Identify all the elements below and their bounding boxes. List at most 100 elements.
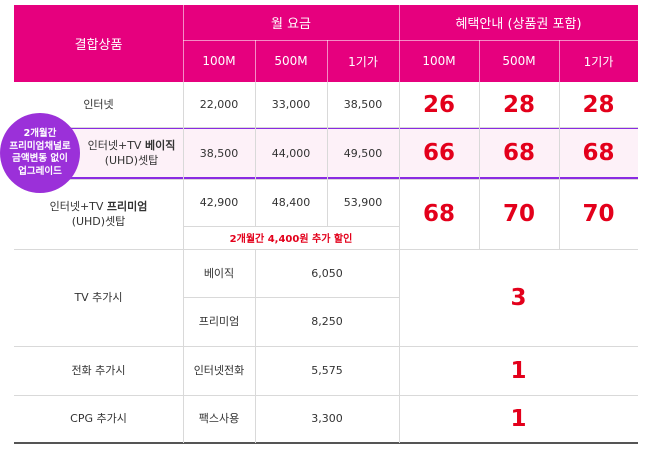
benefit-value: 68 [502, 140, 535, 166]
cpg-addon-fee: 3,300 [255, 395, 399, 442]
row-basic-benefit-1g: 68 [559, 127, 638, 179]
header-fee-speed-100m: 100M [183, 40, 255, 82]
row-name-line2: (UHD)셋탑 [71, 215, 126, 228]
benefit-value: 66 [422, 140, 455, 166]
row-premium-fee-500m: 48,400 [255, 179, 327, 226]
benefit-value: 3 [510, 284, 527, 311]
header-product-column: 결합상품 [14, 5, 183, 82]
addon-name: TV 추가시 [74, 291, 123, 304]
row-premium-discount-note: 2개월간 4,400원 추가 할인 [183, 226, 399, 249]
row-name: 인터넷 [83, 98, 114, 111]
benefit-value: 28 [582, 91, 615, 118]
tv-addon-benefit: 3 [399, 249, 638, 346]
row-basic-fee-100m: 38,500 [183, 127, 255, 179]
badge-line: 금액변동 없이 [12, 153, 68, 164]
header-benefit-speed-500m: 500M [479, 40, 559, 82]
row-internet-fee-100m: 22,000 [183, 82, 255, 127]
phone-addon-label: 인터넷전화 [183, 346, 255, 395]
row-basic-fee-500m: 44,000 [255, 127, 327, 179]
tv-addon-fee-premium: 8,250 [255, 297, 399, 346]
cpg-addon-label: 팩스사용 [183, 395, 255, 442]
fee-value: 6,050 [311, 266, 343, 280]
benefit-value: 28 [502, 91, 535, 118]
speed-label: 1기가 [348, 54, 378, 69]
benefit-value: 1 [510, 405, 527, 432]
option-label: 베이직 [203, 266, 235, 280]
benefit-value: 70 [582, 201, 615, 227]
row-name-line2: (UHD)셋탑 [104, 154, 159, 167]
addon-name: 전화 추가시 [71, 364, 126, 377]
upgrade-badge: 2개월간 프리미엄채널로 금액변동 없이 업그레이드 [0, 113, 80, 193]
row-name-prefix: 인터넷+TV [87, 139, 145, 152]
header-benefit: 혜택안내 (상품권 포함) [399, 5, 638, 40]
cpg-addon-benefit: 1 [399, 395, 638, 442]
speed-label: 500M [502, 54, 536, 68]
tv-addon-fee-basic: 6,050 [255, 249, 399, 297]
badge-line: 업그레이드 [18, 165, 62, 177]
phone-addon-name: 전화 추가시 [14, 346, 183, 395]
benefit-value: 68 [582, 140, 615, 166]
row-premium-benefit-1g: 70 [559, 179, 638, 249]
row-name-bold: 베이직 [144, 139, 176, 152]
row-basic-fee-1g: 49,500 [327, 127, 399, 179]
fee-value: 5,575 [311, 364, 343, 377]
row-name-prefix: 인터넷+TV [49, 200, 107, 213]
row-basic-name: 인터넷+TV 베이직 (UHD)셋탑 [80, 127, 183, 179]
fee-value: 3,300 [311, 412, 343, 425]
header-monthly-fee-label: 월 요금 [270, 17, 311, 32]
header-product-label: 결합상품 [74, 38, 123, 53]
highlighted-row [14, 127, 638, 179]
speed-label: 500M [274, 54, 308, 68]
discount-note: 2개월간 4,400원 추가 할인 [229, 234, 353, 245]
row-basic-benefit-100m: 66 [399, 127, 479, 179]
option-label: 팩스사용 [198, 412, 240, 425]
option-label: 인터넷전화 [193, 364, 245, 377]
header-monthly-fee: 월 요금 [183, 5, 399, 40]
row-premium-fee-100m: 42,900 [183, 179, 255, 226]
fee-value: 33,000 [271, 98, 311, 111]
option-label: 프리미엄 [198, 315, 240, 328]
fee-value: 49,500 [343, 146, 383, 160]
fee-value: 53,900 [343, 196, 383, 209]
tv-addon-option-basic: 베이직 [183, 249, 255, 297]
fee-value: 38,500 [343, 98, 383, 111]
fee-value: 44,000 [271, 146, 311, 160]
row-internet-benefit-1g: 28 [559, 82, 638, 127]
phone-addon-benefit: 1 [399, 346, 638, 395]
tv-addon-name: TV 추가시 [14, 249, 183, 346]
row-name-bold: 프리미엄 [106, 200, 148, 213]
header-fee-speed-500m: 500M [255, 40, 327, 82]
fee-value: 8,250 [311, 315, 343, 328]
fee-value: 48,400 [271, 196, 311, 209]
header-benefit-label: 혜택안내 (상품권 포함) [455, 17, 582, 32]
speed-label: 100M [202, 54, 236, 68]
row-internet-benefit-500m: 28 [479, 82, 559, 127]
row-name-line1: 인터넷+TV 베이직 [88, 138, 176, 153]
addon-name: CPG 추가시 [70, 412, 127, 425]
row-basic-benefit-500m: 68 [479, 127, 559, 179]
row-internet-fee-500m: 33,000 [255, 82, 327, 127]
header-fee-speed-1g: 1기가 [327, 40, 399, 82]
row-internet-benefit-100m: 26 [399, 82, 479, 127]
row-internet-fee-1g: 38,500 [327, 82, 399, 127]
fee-value: 22,000 [199, 98, 239, 111]
row-internet-name: 인터넷 [14, 82, 183, 127]
fee-value: 38,500 [199, 146, 239, 160]
row-premium-benefit-500m: 70 [479, 179, 559, 249]
row-name-line1: 인터넷+TV 프리미엄 [50, 199, 148, 214]
row-premium-name: 인터넷+TV 프리미엄 (UHD)셋탑 [14, 179, 183, 249]
benefit-value: 70 [502, 201, 535, 227]
cpg-addon-name: CPG 추가시 [14, 395, 183, 442]
row-premium-fee-1g: 53,900 [327, 179, 399, 226]
header-benefit-speed-100m: 100M [399, 40, 479, 82]
speed-label: 1기가 [583, 54, 614, 69]
benefit-value: 26 [422, 91, 455, 118]
benefit-value: 68 [422, 201, 455, 227]
badge-line: 2개월간 [23, 128, 57, 139]
benefit-value: 1 [510, 357, 527, 384]
phone-addon-fee: 5,575 [255, 346, 399, 395]
table-bottom-border [14, 442, 638, 444]
tv-addon-option-premium: 프리미엄 [183, 297, 255, 346]
badge-line: 프리미엄채널로 [9, 140, 71, 152]
fee-value: 42,900 [199, 196, 239, 209]
